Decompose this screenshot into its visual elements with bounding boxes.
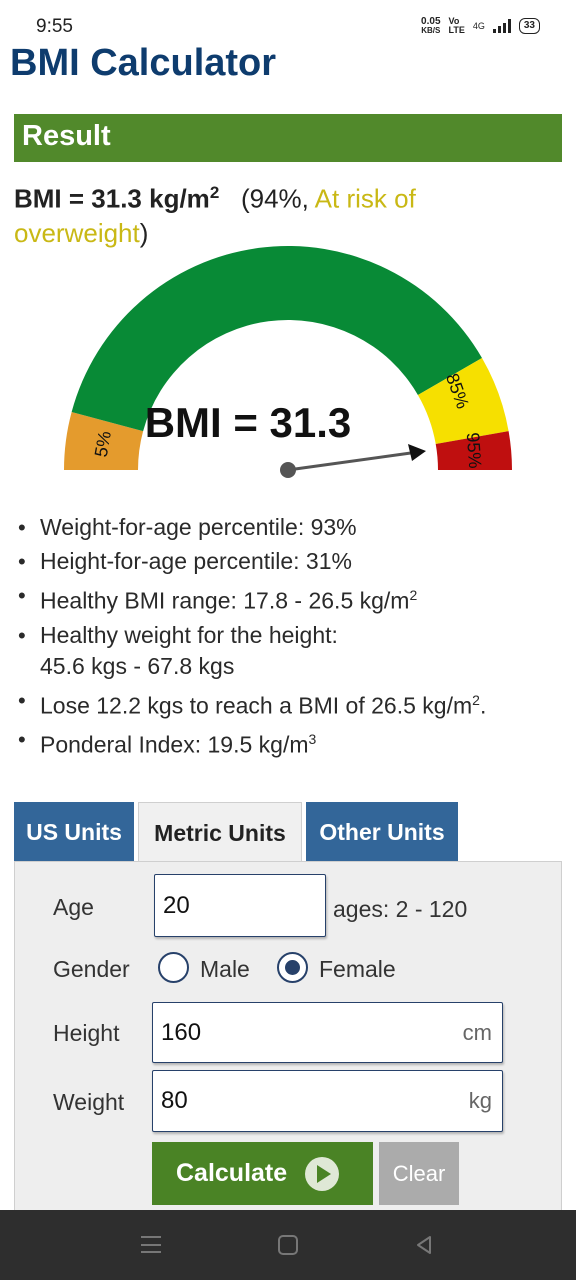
network-speed: 0.05 KB/S <box>421 16 441 36</box>
back-icon[interactable] <box>414 1235 434 1255</box>
list-item: Lose 12.2 kgs to reach a BMI of 26.5 kg/… <box>16 685 572 722</box>
height-value: 160 <box>161 1018 202 1046</box>
gauge-needle <box>280 444 426 478</box>
list-item: Healthy weight for the height: 45.6 kgs -… <box>16 620 572 682</box>
tab-other-units[interactable]: Other Units <box>306 802 458 862</box>
bmi-exponent: 2 <box>209 183 220 202</box>
gender-male-radio[interactable] <box>158 952 189 983</box>
gauge-zone-underweight <box>64 412 144 470</box>
healthy-weight-range: 45.6 kgs - 67.8 kgs <box>40 652 235 679</box>
menu-icon[interactable] <box>141 1236 161 1253</box>
lose-weight-text: Lose 12.2 kgs to reach a BMI of 26.5 kg/… <box>40 692 473 719</box>
status-time: 9:55 <box>36 16 73 37</box>
app-title: BMI Calculator <box>10 42 277 84</box>
weight-input[interactable]: 80 kg <box>152 1070 503 1132</box>
gauge-center-label: BMI = 31.3 <box>145 399 352 446</box>
network-type: 4G <box>472 21 485 31</box>
age-input[interactable]: 20 <box>154 874 326 937</box>
home-icon[interactable] <box>278 1235 298 1255</box>
gauge-zone-healthy <box>71 245 482 432</box>
result-details: Weight-for-age percentile: 93% Height-fo… <box>16 512 572 764</box>
risk-category: At risk of overweight <box>14 183 416 248</box>
lose-weight-exp: 2 <box>472 691 480 708</box>
healthy-bmi-range: Healthy BMI range: 17.8 - 26.5 kg/m <box>40 587 410 614</box>
age-hint: ages: 2 - 120 <box>333 896 468 922</box>
gauge-label-5: 5% <box>91 429 115 458</box>
signal-icon <box>492 19 511 33</box>
calculate-button[interactable]: Calculate <box>152 1142 373 1205</box>
unit-tabs: US Units Metric Units Other Units <box>14 802 458 863</box>
tab-metric-units[interactable]: Metric Units <box>138 802 302 863</box>
ponderal-index-exp: 3 <box>308 731 317 748</box>
height-unit: cm <box>462 1019 492 1045</box>
list-item: Healthy BMI range: 17.8 - 26.5 kg/m2 <box>16 580 572 617</box>
status-bar: 9:55 0.05 KB/S Vo LTE 4G 33 <box>0 0 576 44</box>
age-label: Age <box>53 894 94 920</box>
system-nav-bar <box>0 1210 576 1280</box>
percentile-close: ) <box>139 217 149 248</box>
percentile-open: (94%, <box>240 183 315 214</box>
volte-icon: Vo LTE <box>449 17 465 35</box>
battery-icon: 33 <box>518 18 540 34</box>
weight-unit: kg <box>468 1088 492 1113</box>
height-percentile: Height-for-age percentile: 31% <box>40 548 352 574</box>
weight-value: 80 <box>161 1087 188 1114</box>
height-label: Height <box>53 1020 120 1046</box>
gender-label: Gender <box>53 956 130 982</box>
healthy-weight-label: Healthy weight for the height: <box>40 621 338 648</box>
calculator-form: Age 20 ages: 2 - 120 Gender Male Female … <box>14 861 562 1221</box>
calculate-label: Calculate <box>176 1159 288 1187</box>
bmi-gauge: 5% 85% 95% BMI = 31.3 <box>64 245 512 478</box>
gauge-label-95: 95% <box>463 432 485 469</box>
weight-label: Weight <box>53 1089 125 1115</box>
play-icon <box>305 1156 340 1191</box>
ponderal-index: Ponderal Index: 19.5 kg/m <box>40 731 309 758</box>
healthy-bmi-range-exp: 2 <box>409 587 418 603</box>
height-input[interactable]: 160 cm <box>152 1002 503 1063</box>
result-header: Result <box>14 114 562 162</box>
list-item: Ponderal Index: 19.5 kg/m3 <box>16 724 572 761</box>
clear-button[interactable]: Clear <box>379 1142 459 1205</box>
status-icons: 0.05 KB/S Vo LTE 4G 33 <box>421 17 540 35</box>
bmi-summary: BMI = 31.3 kg/m2 (94%, At risk of overwe… <box>14 176 554 250</box>
list-item: Weight-for-age percentile: 93% <box>16 512 572 543</box>
volte-top: Vo <box>448 16 460 26</box>
volte-bottom: LTE <box>448 25 465 35</box>
weight-percentile: Weight-for-age percentile: 93% <box>40 514 357 540</box>
gender-female-radio[interactable] <box>277 952 308 983</box>
network-speed-unit: KB/S <box>421 26 441 35</box>
bmi-value-text: BMI = 31.3 kg/m <box>14 183 210 214</box>
list-item: Height-for-age percentile: 31% <box>16 546 572 577</box>
gender-male-label[interactable]: Male <box>200 956 250 982</box>
network-speed-value: 0.05 <box>421 16 441 27</box>
tab-us-units[interactable]: US Units <box>14 802 134 862</box>
gender-female-label[interactable]: Female <box>319 956 396 982</box>
gauge-zone-overweight <box>435 431 512 470</box>
age-value: 20 <box>163 891 190 919</box>
lose-weight-tail: . <box>479 692 487 719</box>
gauge-zone-risk <box>417 358 509 444</box>
